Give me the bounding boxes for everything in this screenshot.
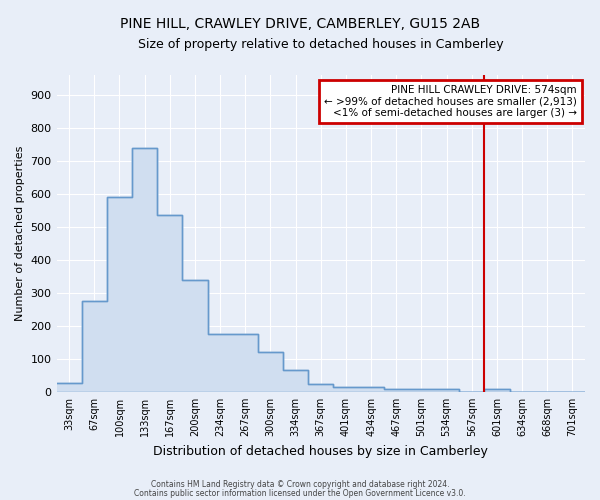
Text: PINE HILL, CRAWLEY DRIVE, CAMBERLEY, GU15 2AB: PINE HILL, CRAWLEY DRIVE, CAMBERLEY, GU1…	[120, 18, 480, 32]
Text: Contains public sector information licensed under the Open Government Licence v3: Contains public sector information licen…	[134, 488, 466, 498]
Text: PINE HILL CRAWLEY DRIVE: 574sqm
← >99% of detached houses are smaller (2,913)
<1: PINE HILL CRAWLEY DRIVE: 574sqm ← >99% o…	[324, 85, 577, 118]
Text: Contains HM Land Registry data © Crown copyright and database right 2024.: Contains HM Land Registry data © Crown c…	[151, 480, 449, 489]
Y-axis label: Number of detached properties: Number of detached properties	[15, 146, 25, 322]
Polygon shape	[56, 148, 585, 392]
X-axis label: Distribution of detached houses by size in Camberley: Distribution of detached houses by size …	[154, 444, 488, 458]
Title: Size of property relative to detached houses in Camberley: Size of property relative to detached ho…	[138, 38, 503, 51]
